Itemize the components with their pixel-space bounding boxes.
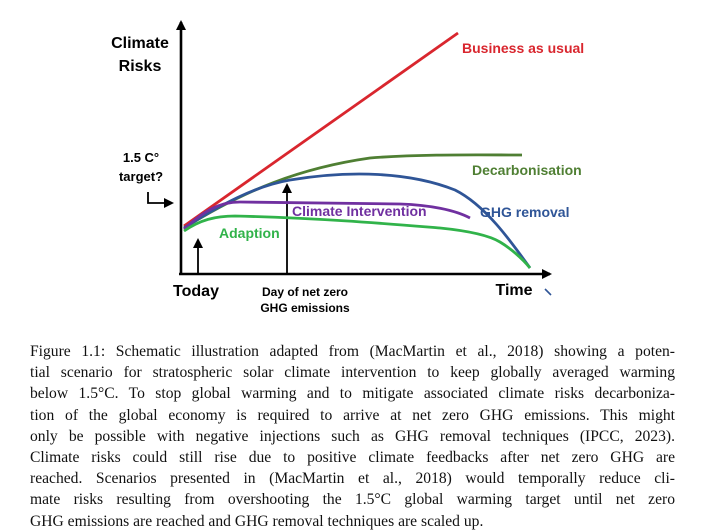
caption-line: below 1.5°C. To stop global warming and … [30, 385, 675, 403]
x-axis-label: Time [495, 282, 532, 299]
net-zero-label-line1: Day of net zero [262, 285, 348, 299]
caption-line: reached. Scenarios presented in (MacMart… [30, 470, 675, 488]
stray-mark [544, 288, 552, 296]
label-climate-intervention: Climate Intervention [292, 203, 427, 219]
curve-adaption [183, 214, 532, 269]
label-decarbonisation: Decarbonisation [472, 162, 582, 178]
figure-caption: Figure 1.1: Schematic illustration adapt… [30, 341, 675, 532]
target-arrow [147, 192, 174, 208]
caption-line: tion of the global economy is required t… [30, 406, 675, 424]
caption-line: GHG emissions are reached and GHG remova… [30, 512, 484, 530]
curve-ghg-removal [183, 172, 532, 269]
curve-business-as-usual [183, 31, 459, 228]
curve-climate-intervention [183, 200, 471, 231]
caption-line: tial scenario for stratospheric solar cl… [30, 364, 675, 382]
label-adaption: Adaption [219, 225, 280, 241]
y-axis-label-line2: Risks [119, 58, 162, 75]
net-zero-label-line2: GHG emissions [260, 301, 350, 315]
caption-line: mate risks resulting from overshooting t… [30, 491, 675, 509]
x-origin-label: Today [173, 283, 219, 300]
y-axis-label-line1: Climate [111, 35, 169, 52]
climate-risk-diagram: Climate Risks 1.5 C° target? Business as… [111, 20, 584, 315]
target-label-line1: 1.5 C° [123, 150, 159, 165]
target-label-line2: target? [119, 169, 163, 184]
caption-line: Figure 1.1: Schematic illustration adapt… [30, 343, 675, 360]
label-ghg-removal: GHG removal [480, 204, 569, 220]
caption-line: Climate risks could still rise due to po… [30, 449, 675, 467]
label-business-as-usual: Business as usual [462, 40, 584, 56]
caption-line: only be possible with negative injection… [30, 427, 675, 445]
